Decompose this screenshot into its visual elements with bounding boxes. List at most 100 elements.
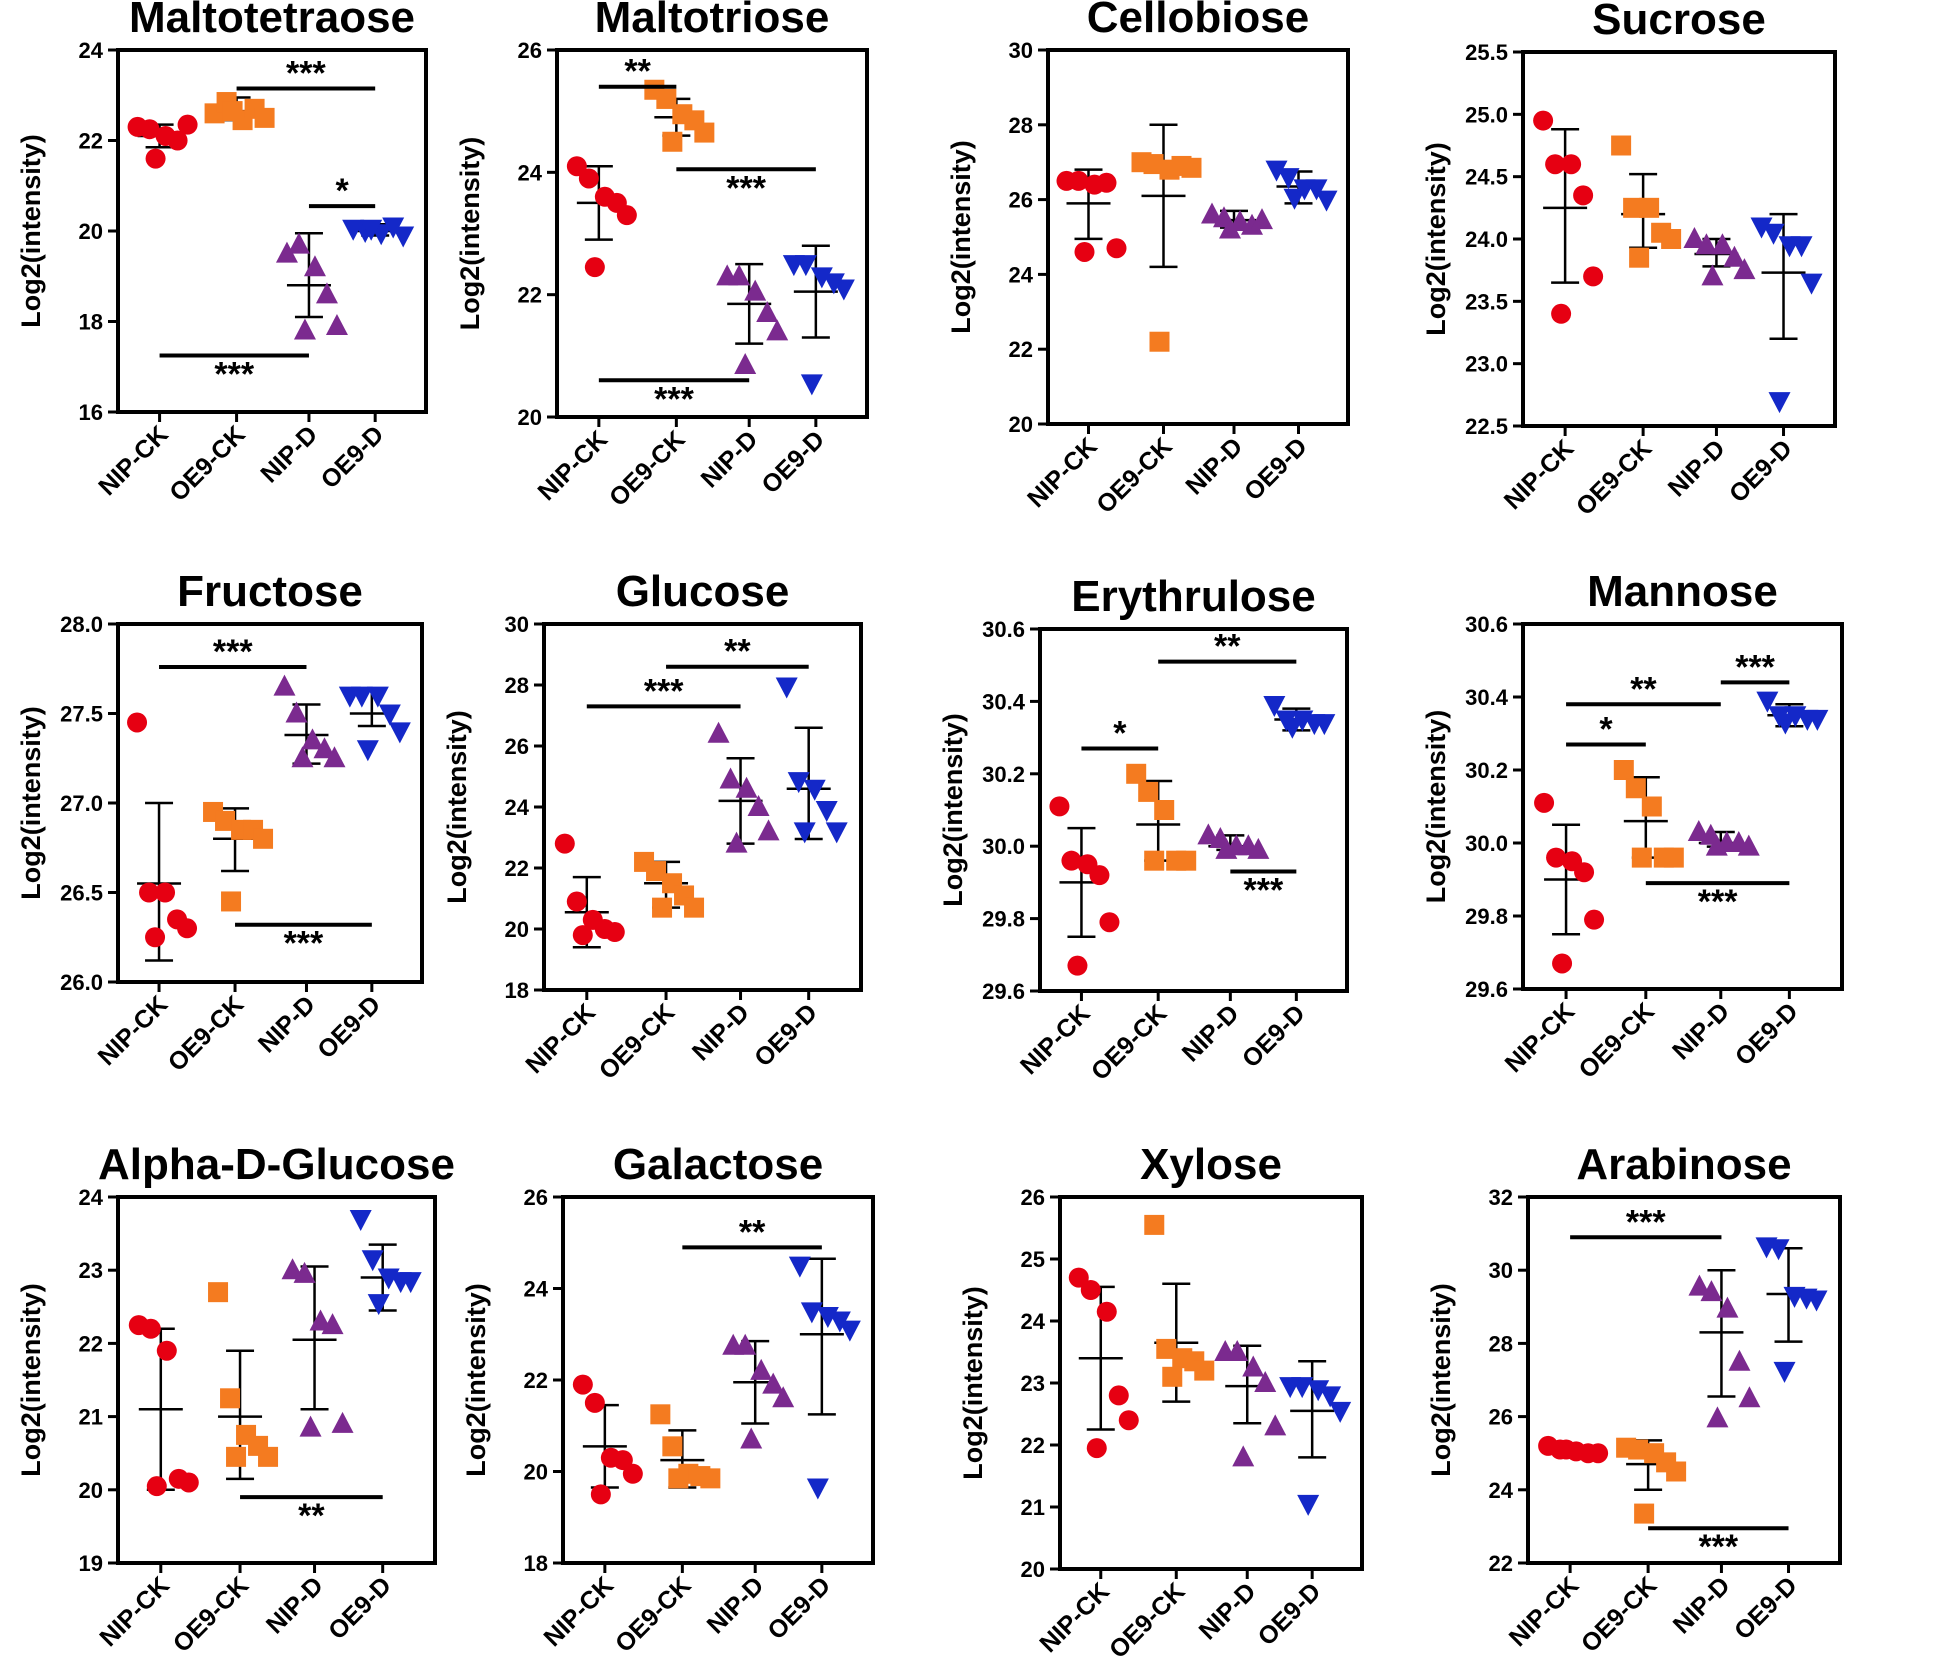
data-point xyxy=(1551,303,1572,324)
chart-panel-8: Mannose Log2(intensity) 29.6 29.8 30.0 30.2 30… xyxy=(1421,567,1844,1084)
panel-title: Arabinose xyxy=(1576,1140,1791,1189)
data-point xyxy=(1086,1438,1107,1459)
data-point xyxy=(1805,1290,1828,1312)
y-tick-label: 26 xyxy=(1009,188,1033,213)
y-tick-label: 32 xyxy=(1489,1185,1513,1210)
data-point xyxy=(554,833,575,854)
data-point xyxy=(822,273,845,295)
y-axis-label: Log2(intensity) xyxy=(1426,1283,1456,1477)
data-point xyxy=(222,101,243,122)
y-axis-label: Log2(intensity) xyxy=(442,710,472,904)
chart-panel-7: Erythrulose Log2(intensity) 29.6 29.8 30.0 30… xyxy=(938,572,1349,1086)
data-point xyxy=(273,674,296,696)
data-point xyxy=(757,819,780,841)
y-tick-label: 22.5 xyxy=(1465,414,1508,439)
significance-label: *** xyxy=(1626,1203,1666,1241)
data-point xyxy=(1546,847,1567,868)
data-point xyxy=(766,319,789,341)
data-point xyxy=(221,891,242,912)
x-category-label: NIP-D xyxy=(1177,999,1245,1067)
y-tick-label: 29.6 xyxy=(1465,977,1508,1002)
y-tick-label: 30.2 xyxy=(1465,758,1508,783)
y-tick-label: 24 xyxy=(79,38,104,63)
y-tick-label: 25 xyxy=(1021,1247,1045,1272)
data-point xyxy=(794,255,817,277)
y-tick-label: 20 xyxy=(79,1478,103,1503)
data-point xyxy=(788,1256,811,1278)
data-point xyxy=(208,1282,229,1303)
x-category-label: NIP-D xyxy=(1663,434,1731,502)
y-tick-label: 22 xyxy=(505,856,529,881)
data-point xyxy=(1068,1267,1089,1288)
x-category-label: OE9-D xyxy=(1724,434,1798,508)
data-point xyxy=(303,255,326,277)
x-category-label: OE9-D xyxy=(762,1571,836,1645)
data-point xyxy=(331,1411,354,1433)
x-category-label: NIP-CK xyxy=(94,1571,175,1652)
data-point xyxy=(1329,1401,1352,1423)
data-point xyxy=(1156,1338,1177,1359)
data-point xyxy=(1247,837,1270,859)
y-tick-label: 16 xyxy=(79,400,103,425)
data-point xyxy=(177,114,198,135)
plot-frame xyxy=(116,48,428,414)
data-point xyxy=(127,712,148,733)
data-point xyxy=(1096,172,1117,193)
y-tick-label: 26.0 xyxy=(60,970,103,995)
x-category-label: NIP-CK xyxy=(1022,432,1103,513)
data-point xyxy=(838,1320,861,1342)
data-point xyxy=(735,776,758,798)
data-point xyxy=(1561,154,1582,175)
data-point xyxy=(1625,778,1646,799)
data-point xyxy=(325,314,348,336)
data-point xyxy=(604,922,625,943)
data-point xyxy=(1068,170,1089,191)
data-point xyxy=(1067,955,1088,976)
data-point xyxy=(1705,834,1728,856)
data-point xyxy=(832,279,855,301)
data-point xyxy=(313,737,336,759)
significance-label: ** xyxy=(739,1213,766,1251)
y-tick-label: 24 xyxy=(1021,1309,1046,1334)
x-category-label: OE9-D xyxy=(323,1571,397,1645)
data-point xyxy=(155,882,176,903)
x-category-label: OE9-CK xyxy=(1573,997,1660,1084)
data-point xyxy=(1631,847,1652,868)
data-point xyxy=(1096,1301,1117,1322)
data-point xyxy=(275,241,298,263)
chart-panel-6: Glucose Log2(intensity) 18 20 22 24 26 28 30 NIP-… xyxy=(442,567,863,1085)
data-point xyxy=(1197,823,1220,845)
x-category-label: NIP-CK xyxy=(1015,999,1096,1080)
data-point xyxy=(684,897,705,918)
data-point xyxy=(1162,1366,1183,1387)
data-point xyxy=(350,686,373,708)
data-point xyxy=(707,721,730,743)
data-point xyxy=(1265,160,1288,182)
data-point xyxy=(323,746,346,768)
x-category-label: OE9-CK xyxy=(1086,999,1173,1086)
x-category-label: OE9-CK xyxy=(1104,1577,1191,1664)
y-tick-label: 27.0 xyxy=(60,791,103,816)
y-tick-label: 22 xyxy=(1489,1551,1513,1576)
data-point xyxy=(646,861,667,882)
data-point xyxy=(800,374,823,396)
y-axis-label: Log2(intensity) xyxy=(455,137,485,331)
panel-title: Xylose xyxy=(1140,1140,1282,1189)
x-category-label: OE9-D xyxy=(1730,997,1804,1071)
data-point xyxy=(220,1388,241,1409)
y-tick-label: 23 xyxy=(79,1258,103,1283)
y-tick-label: 28 xyxy=(1489,1331,1513,1356)
data-point xyxy=(1767,1239,1790,1261)
data-point xyxy=(1049,796,1070,817)
chart-panel-1: Maltotetraose Log2(intensity) 16 18 20 22 24 NI… xyxy=(16,0,428,507)
x-category-label: NIP-D xyxy=(1668,1571,1736,1639)
data-point xyxy=(1291,1377,1314,1399)
data-point xyxy=(1711,233,1734,255)
data-point xyxy=(616,205,637,226)
data-point xyxy=(1283,188,1306,210)
y-tick-label: 20 xyxy=(1021,1557,1045,1582)
data-point xyxy=(1241,213,1263,235)
x-category-label: NIP-D xyxy=(702,1571,770,1639)
data-point xyxy=(388,722,411,744)
data-point xyxy=(1305,179,1328,201)
